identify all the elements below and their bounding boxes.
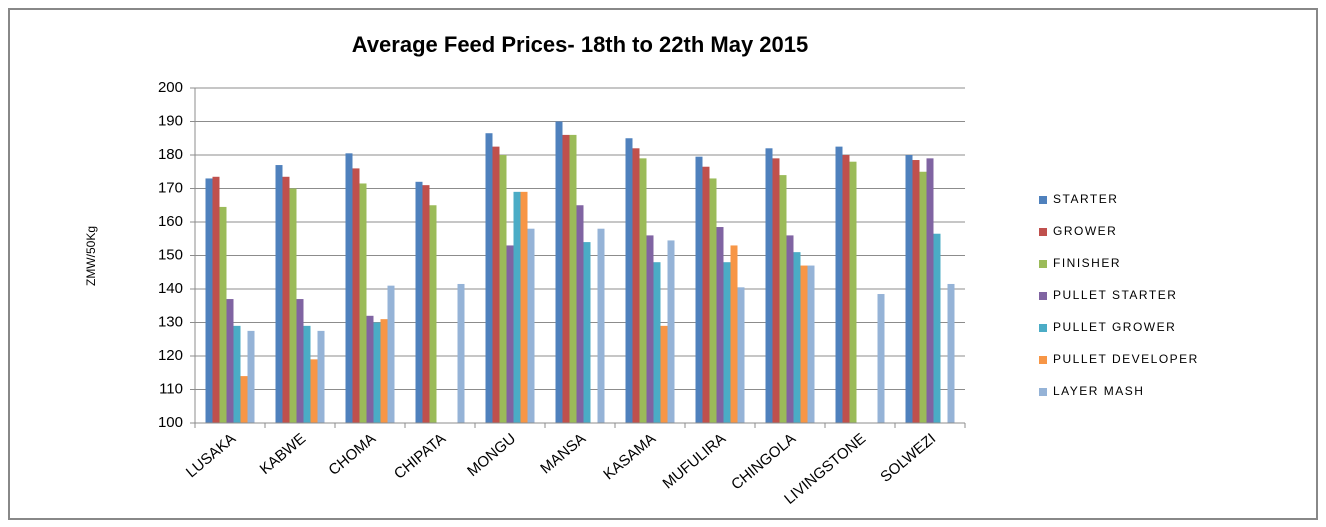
bar [639, 158, 647, 423]
bar [569, 134, 577, 423]
y-tick-label: 150 [158, 246, 183, 263]
bar [625, 138, 633, 423]
bar [506, 245, 514, 423]
legend-swatch [1039, 196, 1047, 204]
bar [492, 146, 500, 423]
bar [380, 319, 388, 423]
bar [723, 262, 731, 423]
bar [373, 322, 381, 423]
y-tick-label: 190 [158, 112, 183, 129]
bar [233, 325, 241, 423]
bar [240, 376, 248, 423]
bar [457, 283, 465, 423]
bar [730, 245, 738, 423]
bar [905, 155, 913, 423]
bar [520, 191, 528, 423]
bar [709, 178, 717, 423]
y-tick-label: 100 [158, 414, 183, 431]
bar [737, 287, 745, 423]
bar [387, 285, 395, 423]
y-tick-label: 140 [158, 280, 183, 297]
bar [415, 181, 423, 423]
bar [422, 185, 430, 423]
bar [226, 299, 234, 423]
bar [765, 148, 773, 424]
legend-label: PULLET DEVELOPER [1053, 352, 1199, 366]
legend-swatch [1039, 292, 1047, 300]
bar [597, 228, 605, 423]
bar [800, 265, 808, 423]
legend-label: FINISHER [1053, 256, 1121, 270]
legend-label: GROWER [1053, 224, 1117, 238]
bar [786, 235, 794, 423]
bar [247, 330, 255, 423]
bar [499, 155, 507, 423]
y-tick-label: 200 [158, 79, 183, 96]
y-tick-label: 180 [158, 146, 183, 163]
chart-frame [8, 8, 1318, 520]
bar [919, 171, 927, 423]
legend-label: LAYER MASH [1053, 384, 1144, 398]
bar [212, 176, 220, 423]
legend-label: PULLET STARTER [1053, 288, 1177, 302]
legend-label: STARTER [1053, 192, 1118, 206]
y-tick-label: 160 [158, 213, 183, 230]
bar [366, 315, 374, 423]
y-tick-label: 110 [159, 380, 183, 397]
legend-swatch [1039, 228, 1047, 236]
bar [702, 166, 710, 423]
bar [303, 325, 311, 423]
bar [849, 161, 857, 423]
bar [555, 121, 563, 423]
bar [345, 153, 353, 423]
chart-title: Average Feed Prices- 18th to 22th May 20… [352, 32, 809, 57]
bar [695, 156, 703, 424]
y-tick-label: 130 [158, 313, 183, 330]
y-tick-label: 170 [158, 179, 183, 196]
bar [219, 206, 227, 423]
bar [485, 133, 493, 423]
bar [296, 299, 304, 423]
bar [660, 325, 668, 423]
legend-swatch [1039, 388, 1047, 396]
bar [317, 330, 325, 423]
bar [842, 155, 850, 423]
bar [576, 205, 584, 423]
legend-label: PULLET GROWER [1053, 320, 1176, 334]
bar [653, 262, 661, 423]
y-axis-label: ZMW/50Kg [84, 226, 98, 286]
legend-swatch [1039, 260, 1047, 268]
bar [835, 146, 843, 423]
bar [310, 359, 318, 423]
bar [716, 227, 724, 423]
bar [352, 168, 360, 423]
bar [359, 183, 367, 423]
y-tick-label: 120 [158, 347, 183, 364]
bar [275, 165, 283, 424]
legend-swatch [1039, 356, 1047, 364]
bar [772, 158, 780, 423]
bar [779, 175, 787, 423]
bar [289, 188, 297, 423]
bar [793, 252, 801, 423]
bar [513, 191, 521, 423]
bar [933, 233, 941, 423]
bar [429, 205, 437, 423]
bar [912, 160, 920, 423]
bar [282, 176, 290, 423]
bar [583, 242, 591, 423]
bar [807, 265, 815, 423]
bar [877, 294, 885, 423]
bar [562, 134, 570, 423]
legend-swatch [1039, 324, 1047, 332]
bar [926, 158, 934, 423]
bar [527, 228, 535, 423]
bar [667, 240, 675, 423]
legend: STARTER GROWER FINISHER PULLET STARTER PULLE… [1039, 192, 1199, 398]
bar [646, 235, 654, 423]
bar [947, 283, 955, 423]
bar [205, 178, 213, 423]
bar [632, 148, 640, 424]
